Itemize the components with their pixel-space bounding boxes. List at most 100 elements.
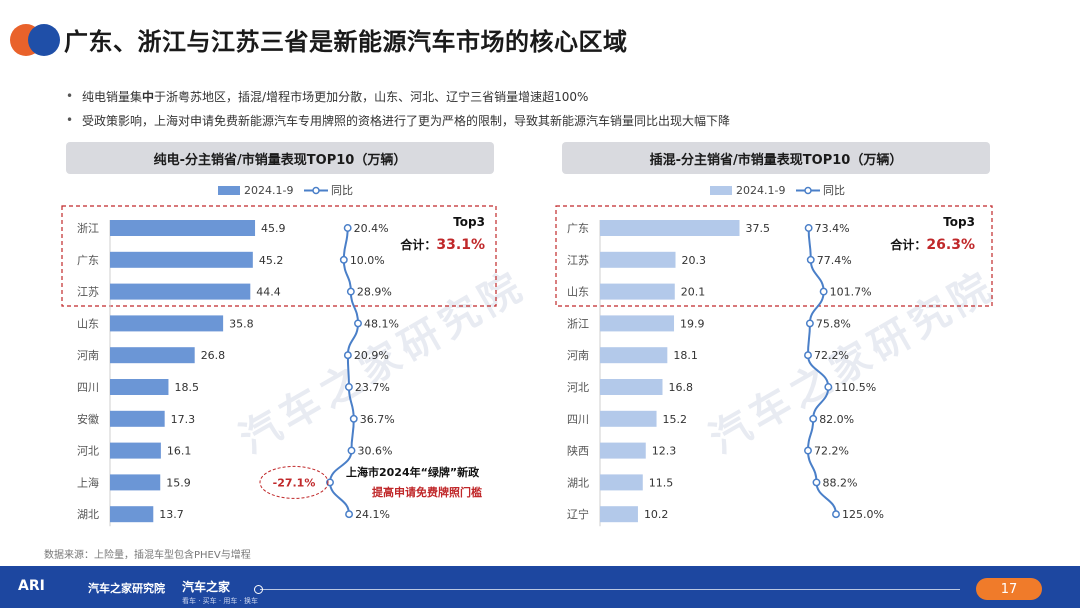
legend-line-label: 同比 xyxy=(331,184,353,197)
category-label: 河北 xyxy=(77,445,99,458)
bar-value-label: 37.5 xyxy=(746,222,771,235)
yoy-point xyxy=(344,383,353,391)
yoy-line xyxy=(328,227,360,515)
yoy-label: 75.8% xyxy=(816,317,851,330)
yoy-point xyxy=(339,255,348,264)
category-label: 山东 xyxy=(567,286,589,299)
yoy-label: 72.2% xyxy=(814,445,849,458)
yoy-point xyxy=(326,478,334,487)
yoy-label: 88.2% xyxy=(822,476,857,489)
bullet-text: 受政策影响，上海对申请免费新能源汽车专用牌照的资格进行了更为严格的限制，导致其新… xyxy=(82,113,731,128)
bar-value-label: 35.8 xyxy=(229,317,254,330)
bar xyxy=(110,220,256,236)
chart-title-phev: 插混-分主销省/市销量表现TOP10（万辆） xyxy=(562,142,990,174)
bar xyxy=(600,220,740,236)
yoy-label: 101.7% xyxy=(830,286,872,299)
chart-title-bev: 纯电-分主销省/市销量表现TOP10（万辆） xyxy=(66,142,494,174)
bar-value-label: 26.8 xyxy=(201,349,226,362)
yoy-label: -27.1% xyxy=(273,476,316,489)
bar-value-label: 16.1 xyxy=(167,445,192,458)
annotation-line1: 上海市2024年“绿牌”新政 xyxy=(346,465,480,479)
yoy-point xyxy=(824,383,833,391)
page-title: 广东、浙江与江苏三省是新能源汽车市场的核心区域 xyxy=(64,28,628,56)
bar-value-label: 20.3 xyxy=(682,254,707,267)
category-label: 浙江 xyxy=(77,222,99,235)
yoy-label: 72.2% xyxy=(814,349,849,362)
footer-divider-line xyxy=(260,589,960,590)
yoy-line xyxy=(806,227,837,515)
yoy-label: 20.4% xyxy=(354,222,389,235)
legend-bar-swatch xyxy=(218,186,240,195)
yoy-point xyxy=(349,414,358,423)
bar xyxy=(600,379,663,395)
category-label: 湖北 xyxy=(567,476,589,489)
yoy-point xyxy=(812,478,821,487)
footer-tagline: 看车 · 买车 · 用车 · 换车 xyxy=(182,597,259,605)
bar-value-label: 18.1 xyxy=(673,349,698,362)
category-label: 安徽 xyxy=(77,412,99,426)
bar xyxy=(110,379,169,395)
yoy-label: 23.7% xyxy=(355,381,390,394)
brand-dots-logo xyxy=(10,22,60,58)
footer-corner-mark: ARI xyxy=(18,578,45,594)
yoy-label: 48.1% xyxy=(364,317,399,330)
bar xyxy=(110,251,253,268)
bar xyxy=(110,347,195,364)
bar-value-label: 45.2 xyxy=(259,254,284,267)
yoy-point xyxy=(804,224,813,232)
legend-line-marker xyxy=(312,186,320,195)
annotation-line2: 提高申请免费牌照门槛 xyxy=(372,485,482,499)
bar xyxy=(600,442,646,459)
bar-value-label: 15.2 xyxy=(663,413,688,426)
bar xyxy=(600,315,675,332)
yoy-label: 77.4% xyxy=(817,254,852,267)
bar xyxy=(600,251,676,268)
yoy-label: 20.9% xyxy=(354,349,389,362)
legend-bar-label: 2024.1-9 xyxy=(736,184,785,197)
bullet-mark: • xyxy=(66,113,74,127)
bar-value-label: 19.9 xyxy=(680,317,705,330)
bullet-text: 纯电销量集中于浙粤苏地区，插混/增程市场更加分散，山东、河北、辽宁三省销量增速超… xyxy=(82,89,589,104)
bullet-list: • 纯电销量集中于浙粤苏地区，插混/增程市场更加分散，山东、河北、辽宁三省销量增… xyxy=(66,84,730,132)
yoy-label: 10.0% xyxy=(350,254,385,267)
bar-value-label: 16.8 xyxy=(668,381,693,394)
yoy-point xyxy=(343,224,352,232)
negative-highlight-ellipse xyxy=(259,465,329,499)
yoy-point xyxy=(345,510,354,519)
category-label: 河南 xyxy=(567,349,589,362)
top3-highlight-box xyxy=(555,205,993,307)
top3-highlight-box xyxy=(61,205,497,307)
yoy-point xyxy=(806,255,815,264)
bar-value-label: 18.5 xyxy=(174,381,199,394)
category-label: 陕西 xyxy=(567,444,589,458)
bar-value-label: 13.7 xyxy=(159,508,184,521)
blue-dot xyxy=(28,24,60,56)
category-label: 辽宁 xyxy=(567,507,589,521)
legend-line-label: 同比 xyxy=(823,184,845,197)
bar-value-label: 11.5 xyxy=(649,476,674,489)
category-label: 上海 xyxy=(77,475,99,489)
yoy-label: 28.9% xyxy=(357,286,392,299)
yoy-point xyxy=(804,446,812,455)
category-label: 江苏 xyxy=(567,254,589,267)
category-label: 广东 xyxy=(567,222,589,235)
bar xyxy=(600,474,643,491)
yoy-label: 82.0% xyxy=(819,413,854,426)
category-label: 广东 xyxy=(77,254,99,267)
yoy-label: 30.6% xyxy=(357,445,392,458)
bar xyxy=(110,410,165,427)
bar-value-label: 12.3 xyxy=(652,445,677,458)
yoy-label: 36.7% xyxy=(360,413,395,426)
category-label: 四川 xyxy=(77,381,99,394)
yoy-point xyxy=(805,319,814,328)
category-label: 湖北 xyxy=(77,508,99,521)
yoy-label: 73.4% xyxy=(815,222,850,235)
yoy-point xyxy=(804,351,812,360)
bar xyxy=(600,410,657,427)
bar-value-label: 20.1 xyxy=(681,286,706,299)
bar-value-label: 17.3 xyxy=(171,413,196,426)
data-source-note: 数据来源：上险量，插混车型包含PHEV与增程 xyxy=(44,550,251,561)
yoy-point xyxy=(343,351,352,360)
yoy-label: 110.5% xyxy=(834,381,876,394)
category-label: 四川 xyxy=(567,413,589,426)
